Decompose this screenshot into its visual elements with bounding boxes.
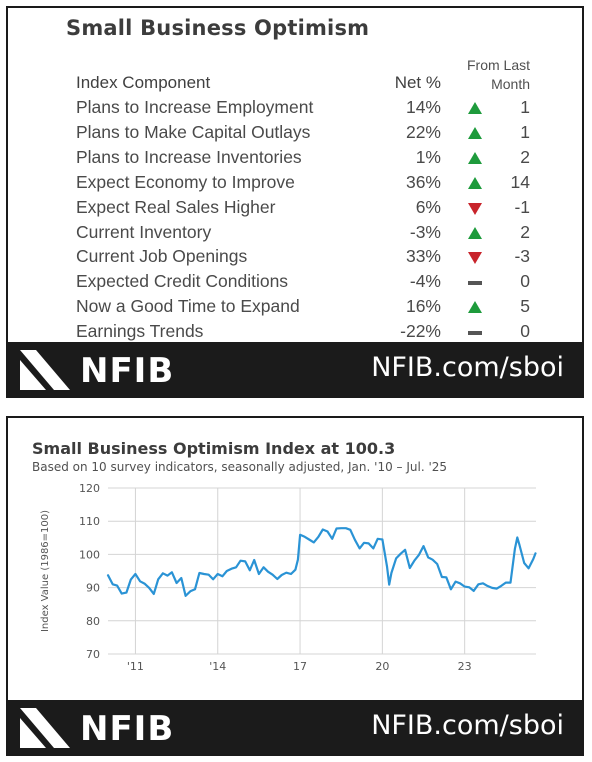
table-row: Expect Economy to Improve 36% 14 [76,170,536,195]
no-change-dash-icon [468,331,482,336]
change-value: 1 [520,121,530,142]
nfib-logo-text: NFIB [80,351,175,391]
table-row: Plans to Make Capital Outlays 22% 1 [76,120,536,145]
change-value: -1 [514,196,530,217]
change-value: 1 [520,97,530,117]
component-name: Expect Economy to Improve [76,171,295,192]
component-name: Expected Credit Conditions [76,271,289,292]
index-component-header: Index Component [76,73,211,92]
component-name: Plans to Increase Employment [76,97,314,117]
down-arrow-icon [468,202,482,215]
change-indicator [466,195,486,220]
y-tick-label: 90 [86,582,100,595]
y-tick-label: 110 [79,515,100,528]
change-indicator [466,244,486,269]
change-indicator [466,95,486,120]
y-tick-label: 120 [79,482,100,495]
down-arrow-icon [468,252,482,265]
change-indicator [466,319,486,344]
up-arrow-icon [468,301,482,314]
nfib-logo: NFIB [20,708,180,749]
net-percent-value: 33% [405,246,441,267]
net-percent-value: 16% [405,296,441,317]
net-percent-value: -3% [409,221,441,242]
component-name: Expect Real Sales Higher [76,196,276,217]
chart-subtitle: Based on 10 survey indicators, seasonall… [32,460,448,474]
component-name: Plans to Make Capital Outlays [76,121,311,142]
net-percent-value: 6% [415,196,441,217]
component-name: Now a Good Time to Expand [76,296,300,317]
nfib-url: NFIB.com/sboi [371,352,564,383]
chart-title: Small Business Optimism Index at 100.3 [32,439,396,458]
x-tick-label: '11 [127,660,144,673]
nfib-logo-mark-icon [20,350,70,390]
component-name: Earnings Trends [76,321,204,342]
no-change-dash-icon [468,281,482,286]
table-row: Expected Credit Conditions -4% 0 [76,269,536,294]
change-indicator [466,120,486,145]
component-name: Current Job Openings [76,246,248,267]
change-value: 2 [520,146,530,167]
table-row: Current Job Openings 33% -3 [76,244,536,269]
change-value: 14 [510,171,530,192]
up-arrow-icon [468,176,482,189]
net-percent-header: Net % [394,73,441,92]
x-tick-label: '14 [209,660,226,673]
change-value: 2 [520,221,530,242]
nfib-footer: NFIB NFIB.com/sboi [8,700,582,754]
x-tick-label: 20 [375,660,389,673]
net-percent-value: 22% [405,121,441,142]
table-row: Plans to Increase Inventories 1% 2 [76,145,536,170]
nfib-logo-mark-icon [20,708,70,748]
y-axis-label: Index Value (1986=100) [40,510,51,632]
y-tick-label: 80 [86,615,100,628]
table-row: Expect Real Sales Higher 6% -1 [76,195,536,220]
net-percent-value: -4% [409,271,441,292]
table-row: Now a Good Time to Expand 16% 5 [76,294,536,319]
change-indicator [466,170,486,195]
change-value: 0 [520,271,530,292]
x-tick-label: 17 [293,660,307,673]
component-name: Current Inventory [76,221,212,242]
up-arrow-icon [468,226,482,239]
change-value: 0 [520,321,530,342]
table-title: Small Business Optimism [66,16,370,40]
optimism-index-line [106,527,537,598]
nfib-url: NFIB.com/sboi [371,710,564,741]
optimism-chart-card: Small Business Optimism Index at 100.3 B… [6,416,584,756]
table-row: Plans to Increase Employment 14% 1 [76,95,536,120]
change-value: -3 [514,246,530,267]
net-percent-value: -22% [400,321,441,342]
y-tick-label: 70 [86,648,100,661]
up-arrow-icon [468,126,482,139]
table-row: Current Inventory -3% 2 [76,220,536,245]
change-value: 5 [520,296,530,317]
table-row: Earnings Trends -22% 0 [76,319,536,344]
component-name: Plans to Increase Inventories [76,146,302,167]
up-arrow-icon [468,151,482,164]
from-last-month-header: From Last Month [466,57,530,92]
optimism-table-card: Small Business Optimism From Last Month … [6,6,584,398]
change-indicator [466,269,486,294]
change-indicator [466,220,486,245]
change-indicator [466,294,486,319]
nfib-logo: NFIB [20,350,180,391]
nfib-logo-text: NFIB [80,709,175,749]
optimism-line-chart: 70 80 90 100 110 120 '11 '14 17 20 23 Index Value (… [40,482,537,673]
up-arrow-icon [468,102,482,114]
net-percent-value: 1% [415,146,441,167]
net-percent-value: 36% [405,171,441,192]
net-percent-value: 14% [405,97,441,117]
table-header-row: Index Component Net % [76,70,536,95]
nfib-footer: NFIB NFIB.com/sboi [8,342,582,396]
x-tick-label: 23 [458,660,472,673]
change-indicator [466,145,486,170]
y-tick-label: 100 [79,548,100,561]
